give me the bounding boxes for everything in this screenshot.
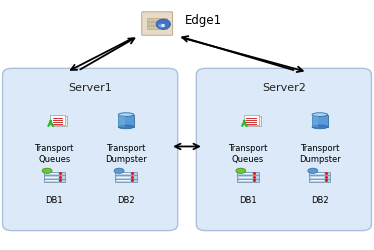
Bar <box>50 115 65 126</box>
Bar <box>309 172 331 182</box>
Ellipse shape <box>312 126 328 129</box>
Text: DB1: DB1 <box>45 195 63 204</box>
Text: Server1: Server1 <box>68 83 112 93</box>
Text: Transport
Dumpster: Transport Dumpster <box>299 144 341 163</box>
Text: DB2: DB2 <box>117 195 135 204</box>
Text: Transport
Dumpster: Transport Dumpster <box>105 144 147 163</box>
Text: Edge1: Edge1 <box>185 14 222 27</box>
Ellipse shape <box>156 20 171 30</box>
Bar <box>147 23 168 26</box>
Bar <box>312 115 328 128</box>
Bar <box>312 115 318 128</box>
Bar <box>43 172 65 182</box>
Ellipse shape <box>312 113 328 117</box>
Text: DB1: DB1 <box>239 195 257 204</box>
Ellipse shape <box>308 168 318 174</box>
Ellipse shape <box>118 126 134 129</box>
FancyBboxPatch shape <box>196 69 371 231</box>
Bar <box>52 116 67 126</box>
Ellipse shape <box>236 168 246 174</box>
Text: e: e <box>161 23 165 28</box>
Text: DB2: DB2 <box>311 195 329 204</box>
FancyBboxPatch shape <box>3 69 178 231</box>
Ellipse shape <box>118 113 134 117</box>
Text: Transport
Queues: Transport Queues <box>34 144 74 163</box>
Text: Server2: Server2 <box>262 83 306 93</box>
Bar <box>147 27 168 30</box>
Bar <box>118 115 134 128</box>
Bar <box>116 172 137 182</box>
Bar <box>245 116 261 126</box>
Bar <box>237 172 258 182</box>
Ellipse shape <box>42 168 52 174</box>
Text: Transport
Queues: Transport Queues <box>228 144 267 163</box>
Ellipse shape <box>158 24 164 28</box>
Bar <box>118 115 125 128</box>
Ellipse shape <box>114 168 124 174</box>
Bar <box>147 19 168 22</box>
Bar <box>243 115 259 126</box>
FancyBboxPatch shape <box>142 13 173 36</box>
